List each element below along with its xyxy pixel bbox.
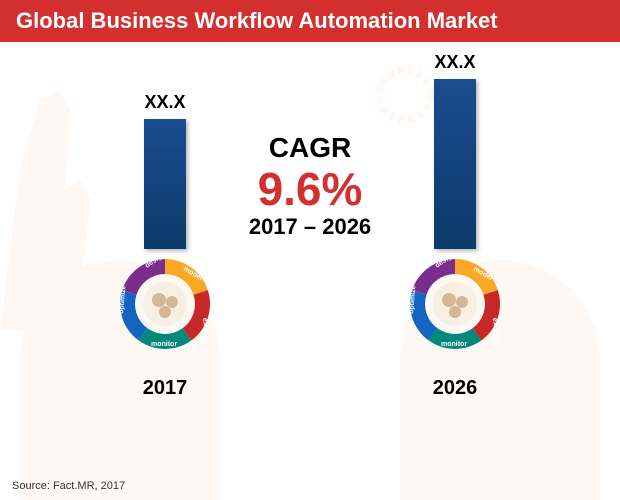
bar-2017 — [144, 119, 186, 249]
bar-2026-group: XX.X design model execute monitor optimi… — [390, 52, 520, 400]
header-bar: Global Business Workflow Automation Mark… — [0, 0, 620, 42]
cagr-period: 2017 – 2026 — [249, 214, 371, 240]
svg-text:monitor: monitor — [151, 341, 177, 348]
svg-text:execute: execute — [201, 318, 210, 345]
bar-2026 — [434, 79, 476, 249]
source-citation: Source: Fact.MR, 2017 — [12, 480, 125, 492]
main-content: XX.X design model execute monitor optimi… — [0, 42, 620, 498]
cycle-diagram-2017: design model execute monitor optimize — [100, 239, 230, 369]
bar-2017-group: XX.X design model execute monitor optimi… — [100, 92, 230, 400]
cagr-value: 9.6% — [249, 166, 371, 212]
bar-2017-value: XX.X — [144, 92, 185, 113]
page-title: Global Business Workflow Automation Mark… — [16, 8, 604, 34]
bar-2026-value: XX.X — [434, 52, 475, 73]
cagr-label: CAGR — [249, 132, 371, 164]
cycle-diagram-2026: design model execute monitor optimize — [390, 239, 520, 369]
cagr-block: CAGR 9.6% 2017 – 2026 — [249, 132, 371, 240]
year-label-2017: 2017 — [143, 377, 188, 400]
year-label-2026: 2026 — [433, 377, 478, 400]
svg-text:execute: execute — [491, 318, 500, 345]
svg-text:monitor: monitor — [441, 341, 467, 348]
